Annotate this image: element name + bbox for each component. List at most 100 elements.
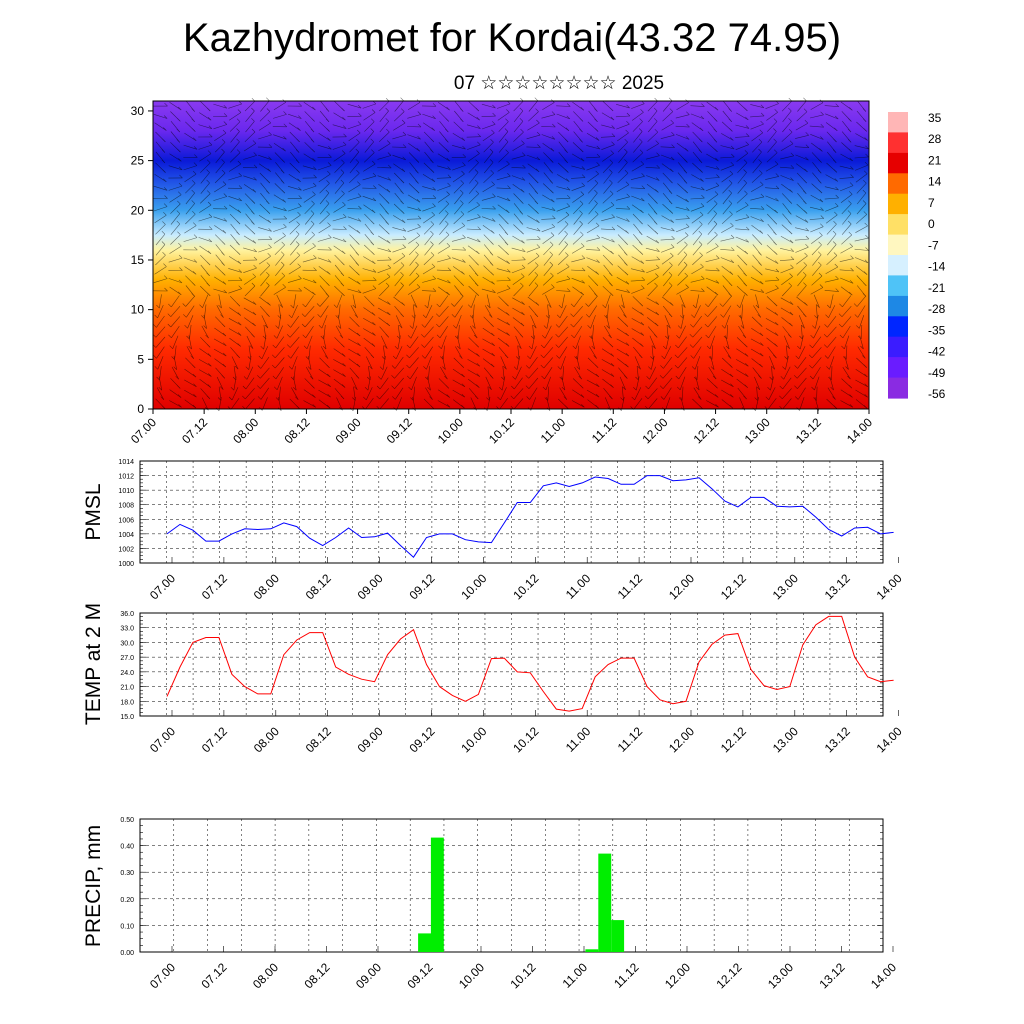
wind-barb (766, 112, 778, 121)
wind-barb (674, 364, 679, 369)
wind-barb (521, 152, 526, 156)
wind-barb (655, 239, 660, 244)
wind-barb (332, 124, 347, 129)
wind-barb (692, 255, 703, 266)
wind-barb (789, 140, 794, 144)
wind-barb (477, 238, 481, 243)
wind-barb (730, 222, 734, 227)
wind-barb (298, 115, 302, 119)
wind-barb (320, 335, 325, 340)
wind-barb (193, 234, 198, 238)
wind-barb (435, 313, 440, 317)
wind-barb (731, 153, 735, 158)
wind-barb (258, 163, 271, 172)
wind-barb (663, 275, 673, 287)
wind-barb (804, 302, 808, 306)
wind-barb (327, 170, 331, 175)
wind-barb (341, 150, 346, 154)
wind-barb (709, 335, 715, 350)
wind-barb (550, 147, 555, 152)
wind-barb (541, 226, 555, 233)
wind-barb (834, 178, 839, 182)
wind-barb (228, 256, 242, 265)
wind-barb (169, 389, 182, 398)
wind-barb (594, 293, 598, 297)
wind-barb (636, 376, 640, 391)
wind-barb (634, 387, 642, 401)
wind-barb (809, 344, 813, 349)
wind-barb (790, 256, 795, 260)
wind-barb (684, 272, 688, 277)
wind-barb (504, 241, 509, 246)
wind-barb (817, 169, 822, 174)
wind-barb (370, 138, 374, 143)
wind-barb (452, 266, 465, 275)
wind-barb (526, 134, 541, 140)
wind-barb (491, 352, 495, 357)
wind-barb (682, 304, 686, 308)
wind-barb (312, 291, 316, 296)
wind-barb (369, 365, 373, 370)
wind-barb (720, 249, 735, 251)
wind-barb (644, 395, 649, 400)
wind-barb (402, 244, 406, 248)
wind-barb (847, 220, 852, 225)
wind-barb (680, 397, 685, 411)
wind-barb (377, 155, 391, 160)
wind-barb (422, 174, 436, 182)
wind-barb (283, 215, 288, 220)
wind-barb (192, 222, 197, 226)
wind-barb (617, 224, 629, 234)
wind-barb (527, 355, 531, 360)
wind-barb (737, 182, 747, 194)
wind-barb (780, 297, 794, 305)
wind-barb (580, 231, 584, 236)
wind-barb (646, 267, 660, 274)
wind-barb (304, 223, 315, 235)
wind-barb (482, 338, 495, 346)
wind-barb (437, 258, 451, 263)
wind-barb (471, 314, 476, 329)
wind-barb (445, 231, 450, 236)
wind-barb (511, 259, 526, 261)
wind-barb (668, 200, 673, 205)
wind-barb (342, 141, 347, 146)
wind-barb (409, 336, 419, 349)
wind-barb (722, 182, 733, 194)
wind-barb (288, 266, 301, 275)
wind-barb (811, 347, 822, 358)
wind-barb (744, 343, 748, 348)
wind-barb (417, 223, 421, 228)
wind-barb (659, 385, 664, 389)
wind-barb (275, 264, 285, 276)
wind-barb (467, 378, 480, 388)
wind-barb (840, 400, 853, 408)
wind-barb (720, 156, 735, 159)
wind-barb (549, 169, 553, 174)
wind-barb (407, 134, 421, 140)
wind-barb (274, 357, 285, 369)
wind-barb (541, 375, 545, 380)
wind-barb (581, 182, 585, 187)
wind-barb (364, 131, 374, 143)
x-tick-label: 12.00 (662, 960, 693, 991)
wind-barb (513, 398, 524, 410)
wind-barb (191, 108, 195, 112)
wind-barb (555, 344, 559, 348)
wind-barb (297, 127, 301, 131)
wind-barb (336, 294, 343, 308)
wind-barb (525, 385, 530, 389)
wind-barb (318, 173, 331, 183)
wind-barb (396, 397, 402, 411)
wind-barb (565, 252, 569, 256)
wind-barb (415, 261, 419, 266)
wind-barb (475, 261, 479, 266)
wind-barb (619, 305, 627, 318)
wind-barb (362, 280, 377, 282)
wind-barb (460, 128, 465, 132)
wind-barb (251, 210, 255, 215)
wind-barb (286, 344, 291, 348)
wind-barb (519, 118, 524, 122)
wind-barb (773, 302, 778, 307)
wind-barb (686, 215, 690, 219)
